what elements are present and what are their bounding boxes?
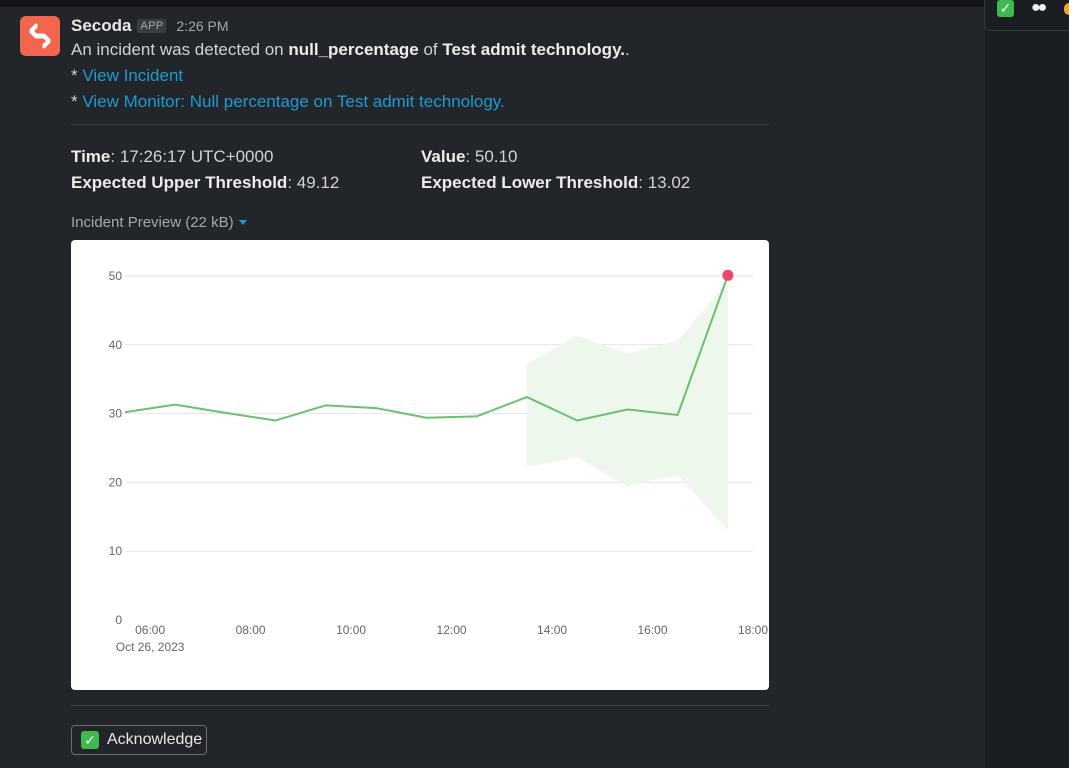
y-tick-label: 20 [109,475,123,489]
acknowledge-button[interactable]: ✓ Acknowledge [71,725,207,755]
summary-text: An incident was detected on [71,40,289,59]
time-label: Time [71,147,111,166]
x-date-label: Oct 26, 2023 [116,640,185,654]
time-field: Time: 17:26:17 UTC+0000 [71,147,273,167]
incident-preview-label: Incident Preview (22 kB) [71,214,234,231]
eyes-icon[interactable]: ●● [1031,0,1047,16]
value-label: Value [421,147,466,166]
x-tick-label: 10:00 [336,623,366,637]
x-tick-label: 12:00 [437,623,467,637]
summary-text: . [624,40,630,59]
bullet: * [71,66,83,85]
incident-preview-toggle[interactable]: Incident Preview (22 kB) [71,214,247,231]
summary-text: of [418,40,443,59]
value-value: : 50.10 [465,147,518,166]
lower-threshold-field: Expected Lower Threshold: 13.02 [421,173,690,193]
upper-threshold-field: Expected Upper Threshold: 49.12 [71,173,339,193]
white-check-mark-icon[interactable]: ✓ [997,0,1014,17]
sender-name[interactable]: Secoda [71,16,132,35]
top-bar [0,0,1069,7]
lower-threshold-label: Expected Lower Threshold [421,173,639,192]
view-monitor-link[interactable]: View Monitor: Null percentage on Test ad… [82,92,505,111]
message-header: Secoda APP 2:26 PM [71,14,229,38]
upper-threshold-value: : 49.12 [287,173,340,192]
y-tick-label: 0 [115,613,122,627]
anomaly-point [722,269,734,281]
x-tick-label: 16:00 [638,623,668,637]
time-value: : 17:26:17 UTC+0000 [110,147,274,166]
x-tick-label: 06:00 [135,623,165,637]
incident-summary: An incident was detected on null_percent… [71,40,630,60]
upper-threshold-label: Expected Upper Threshold [71,173,288,192]
value-field: Value: 50.10 [421,147,517,167]
caret-down-icon [238,220,247,225]
app-badge: APP [137,19,167,33]
metric-name: null_percentage [288,40,419,59]
x-tick-label: 18:00 [738,623,768,637]
x-tick-label: 14:00 [537,623,567,637]
y-tick-label: 10 [109,544,123,558]
y-tick-label: 40 [109,338,123,352]
lower-threshold-value: : 13.02 [638,173,691,192]
reaction-bar: ✓ ●● [984,0,1069,31]
y-tick-label: 30 [109,407,123,421]
incident-chart[interactable]: 0 10 20 30 40 50 06:00 08:00 10:00 12:00 14:00 16:0… [71,240,769,690]
divider [71,124,769,125]
secoda-logo-icon[interactable] [20,16,60,56]
y-tick-label: 50 [109,269,123,283]
view-incident-link[interactable]: View Incident [82,66,184,85]
acknowledge-label: Acknowledge [107,731,203,748]
table-name: Test admit technology. [442,40,625,59]
chart-svg: 0 10 20 30 40 50 06:00 08:00 10:00 12:00 14:00 16:0… [109,269,769,654]
view-monitor-line: * View Monitor: Null percentage on Test … [71,92,505,112]
bullet: * [71,92,83,111]
view-incident-line: * View Incident [71,66,183,86]
x-tick-label: 08:00 [236,623,266,637]
expected-range-band [526,282,728,531]
divider [71,705,769,706]
white-check-mark-icon: ✓ [81,731,99,749]
emoji-icon[interactable] [1064,3,1069,15]
message-timestamp[interactable]: 2:26 PM [176,18,229,34]
null-percentage-line [124,274,729,422]
